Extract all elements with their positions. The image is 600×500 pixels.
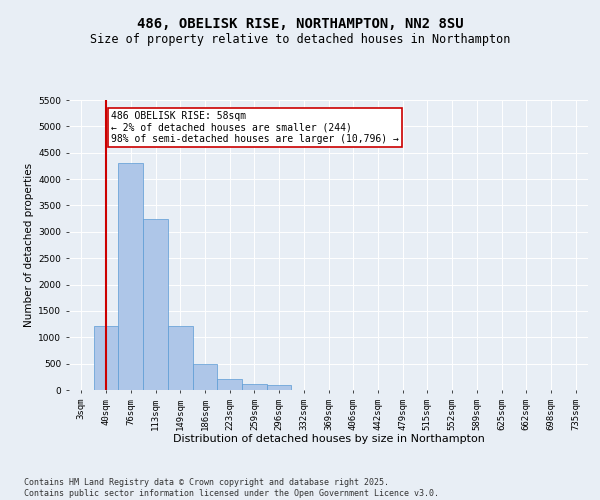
X-axis label: Distribution of detached houses by size in Northampton: Distribution of detached houses by size … <box>173 434 484 444</box>
Bar <box>217 380 242 390</box>
Bar <box>143 218 168 390</box>
Text: Size of property relative to detached houses in Northampton: Size of property relative to detached ho… <box>90 32 510 46</box>
Bar <box>193 364 217 390</box>
Text: 486 OBELISK RISE: 58sqm
← 2% of detached houses are smaller (244)
98% of semi-de: 486 OBELISK RISE: 58sqm ← 2% of detached… <box>111 110 399 144</box>
Bar <box>267 384 292 390</box>
Text: Contains HM Land Registry data © Crown copyright and database right 2025.
Contai: Contains HM Land Registry data © Crown c… <box>24 478 439 498</box>
Text: 486, OBELISK RISE, NORTHAMPTON, NN2 8SU: 486, OBELISK RISE, NORTHAMPTON, NN2 8SU <box>137 18 463 32</box>
Bar <box>168 326 193 390</box>
Bar <box>94 326 118 390</box>
Bar <box>118 164 143 390</box>
Y-axis label: Number of detached properties: Number of detached properties <box>24 163 34 327</box>
Bar <box>242 384 267 390</box>
